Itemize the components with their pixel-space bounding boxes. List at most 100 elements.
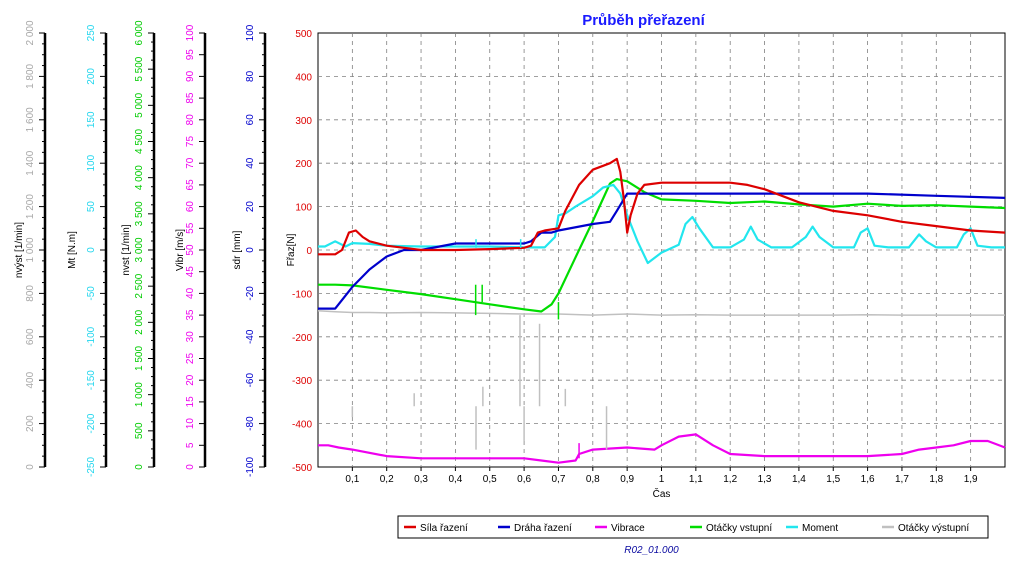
axis-tick-label-mt: 100: [86, 154, 97, 171]
axis-tick-label-fraz: 500: [295, 29, 312, 40]
axis-tick-label-vibr: 65: [185, 179, 196, 191]
axis-tick-label-nvyst: 800: [25, 285, 36, 302]
axis-tick-label-mt: -150: [86, 370, 97, 390]
axis-tick-label-vibr: 55: [185, 222, 196, 234]
x-tick-label: 1,2: [723, 474, 737, 485]
axis-tick-label-nvst: 5 000: [134, 92, 145, 117]
series-line-síla-řazení: [318, 157, 1006, 256]
x-tick-label: 1,1: [689, 474, 703, 485]
axis-tick-label-mt: -250: [86, 457, 97, 477]
axis-tick-label-sdr: 0: [245, 247, 256, 253]
x-axis-label: Čas: [653, 487, 671, 500]
axis-tick-label-nvyst: 1 000: [25, 237, 36, 262]
series-line-dráha-řazení: [318, 192, 1006, 310]
axis-tick-label-mt: 250: [86, 24, 97, 41]
axis-tick-label-nvst: 0: [134, 464, 145, 470]
axis-tick-label-vibr: 40: [185, 287, 196, 299]
axis-tick-label-nvst: 5 500: [134, 56, 145, 81]
x-tick-label: 1,6: [861, 474, 875, 485]
axis-tick-label-sdr: -60: [245, 373, 256, 388]
axis-tick-label-mt: -100: [86, 326, 97, 346]
x-tick-label: 0,8: [586, 474, 600, 485]
axis-tick-label-vibr: 0: [185, 464, 196, 470]
axis-tick-label-vibr: 95: [185, 49, 196, 61]
axis-tick-label-nvyst: 200: [25, 415, 36, 432]
axis-tick-label-vibr: 45: [185, 266, 196, 278]
axis-tick-label-nvst: 4 000: [134, 165, 145, 190]
x-tick-label: 1,8: [929, 474, 943, 485]
axis-tick-label-sdr: -40: [245, 329, 256, 344]
axis-tick-label-vibr: 35: [185, 309, 196, 321]
axis-label-mt: Mt [N.m]: [67, 231, 78, 269]
x-tick-label: 1: [659, 474, 665, 485]
axis-tick-label-nvyst: 1 200: [25, 194, 36, 219]
axis-tick-label-vibr: 75: [185, 136, 196, 148]
axis-tick-label-nvyst: 1 600: [25, 107, 36, 132]
axis-tick-label-nvst: 1 000: [134, 382, 145, 407]
axis-tick-label-fraz: 100: [295, 203, 312, 214]
axis-tick-label-mt: 50: [86, 201, 97, 213]
axis-tick-label-mt: 200: [86, 68, 97, 85]
axis-tick-label-nvst: 3 000: [134, 237, 145, 262]
legend-label: Vibrace: [611, 523, 645, 534]
series-line-moment: [318, 183, 1005, 265]
axis-label-nvst: nvst [1/min]: [121, 224, 132, 275]
axis-tick-label-vibr: 80: [185, 114, 196, 126]
axis-tick-label-vibr: 30: [185, 331, 196, 343]
x-tick-label: 0,9: [620, 474, 634, 485]
axis-tick-label-vibr: 60: [185, 201, 196, 213]
chart-footer: R02_01.000: [624, 545, 679, 556]
series-line-otáčky-výstupní: [317, 310, 1005, 316]
axis-tick-label-fraz: 400: [295, 72, 312, 83]
axis-tick-label-vibr: 100: [185, 24, 196, 41]
axis-tick-label-nvst: 6 000: [134, 20, 145, 45]
legend-label: Moment: [802, 523, 838, 534]
axis-tick-label-sdr: 20: [245, 201, 256, 213]
series-line-otáčky-vstupní: [318, 178, 1006, 313]
x-tick-label: 1,9: [964, 474, 978, 485]
axis-tick-label-mt: 150: [86, 111, 97, 128]
axis-label-vibr: Vibr [m/s]: [175, 229, 186, 271]
axis-tick-label-nvyst: 600: [25, 328, 36, 345]
legend-label: Síla řazení: [420, 523, 468, 534]
axis-tick-label-nvyst: 2 000: [25, 20, 36, 45]
axis-tick-label-nvst: 500: [134, 422, 145, 439]
x-tick-label: 0,3: [414, 474, 428, 485]
axis-tick-label-vibr: 25: [185, 353, 196, 365]
x-tick-label: 1,5: [826, 474, 840, 485]
axis-tick-label-vibr: 70: [185, 157, 196, 169]
axis-tick-label-fraz: 200: [295, 159, 312, 170]
axis-tick-label-sdr: -20: [245, 286, 256, 301]
axis-tick-label-fraz: -200: [292, 333, 312, 344]
axis-label-nvyst: nvýst [1/min]: [14, 222, 25, 278]
x-tick-label: 0,4: [448, 474, 462, 485]
axis-tick-label-vibr: 15: [185, 396, 196, 408]
axis-label-sdr: sdr [mm]: [232, 230, 243, 269]
axis-tick-label-nvst: 2 500: [134, 273, 145, 298]
axis-tick-label-mt: 0: [86, 247, 97, 253]
axis-tick-label-vibr: 90: [185, 70, 196, 82]
legend-label: Otáčky vstupní: [706, 523, 772, 534]
legend-label: Otáčky výstupní: [898, 523, 969, 534]
axis-tick-label-sdr: -80: [245, 416, 256, 431]
x-tick-label: 1,7: [895, 474, 909, 485]
axis-tick-label-nvst: 1 500: [134, 346, 145, 371]
x-tick-label: 0,5: [483, 474, 497, 485]
chart-title: Průběh přeřazení: [582, 12, 705, 29]
axis-tick-label-nvyst: 0: [25, 464, 36, 470]
x-tick-label: 0,2: [380, 474, 394, 485]
axis-tick-label-vibr: 85: [185, 92, 196, 104]
axis-tick-label-mt: -200: [86, 413, 97, 433]
axis-tick-label-fraz: 0: [306, 246, 312, 257]
axis-tick-label-nvst: 3 500: [134, 201, 145, 226]
axis-tick-label-fraz: -500: [292, 463, 312, 474]
axis-tick-label-fraz: -400: [292, 420, 312, 431]
x-tick-label: 0,6: [517, 474, 531, 485]
axis-tick-label-nvyst: 400: [25, 371, 36, 388]
legend-label: Dráha řazení: [514, 523, 572, 534]
axis-tick-label-nvst: 4 500: [134, 129, 145, 154]
axis-tick-label-vibr: 50: [185, 244, 196, 256]
axis-tick-label-vibr: 5: [185, 442, 196, 448]
axis-tick-label-fraz: -300: [292, 376, 312, 387]
